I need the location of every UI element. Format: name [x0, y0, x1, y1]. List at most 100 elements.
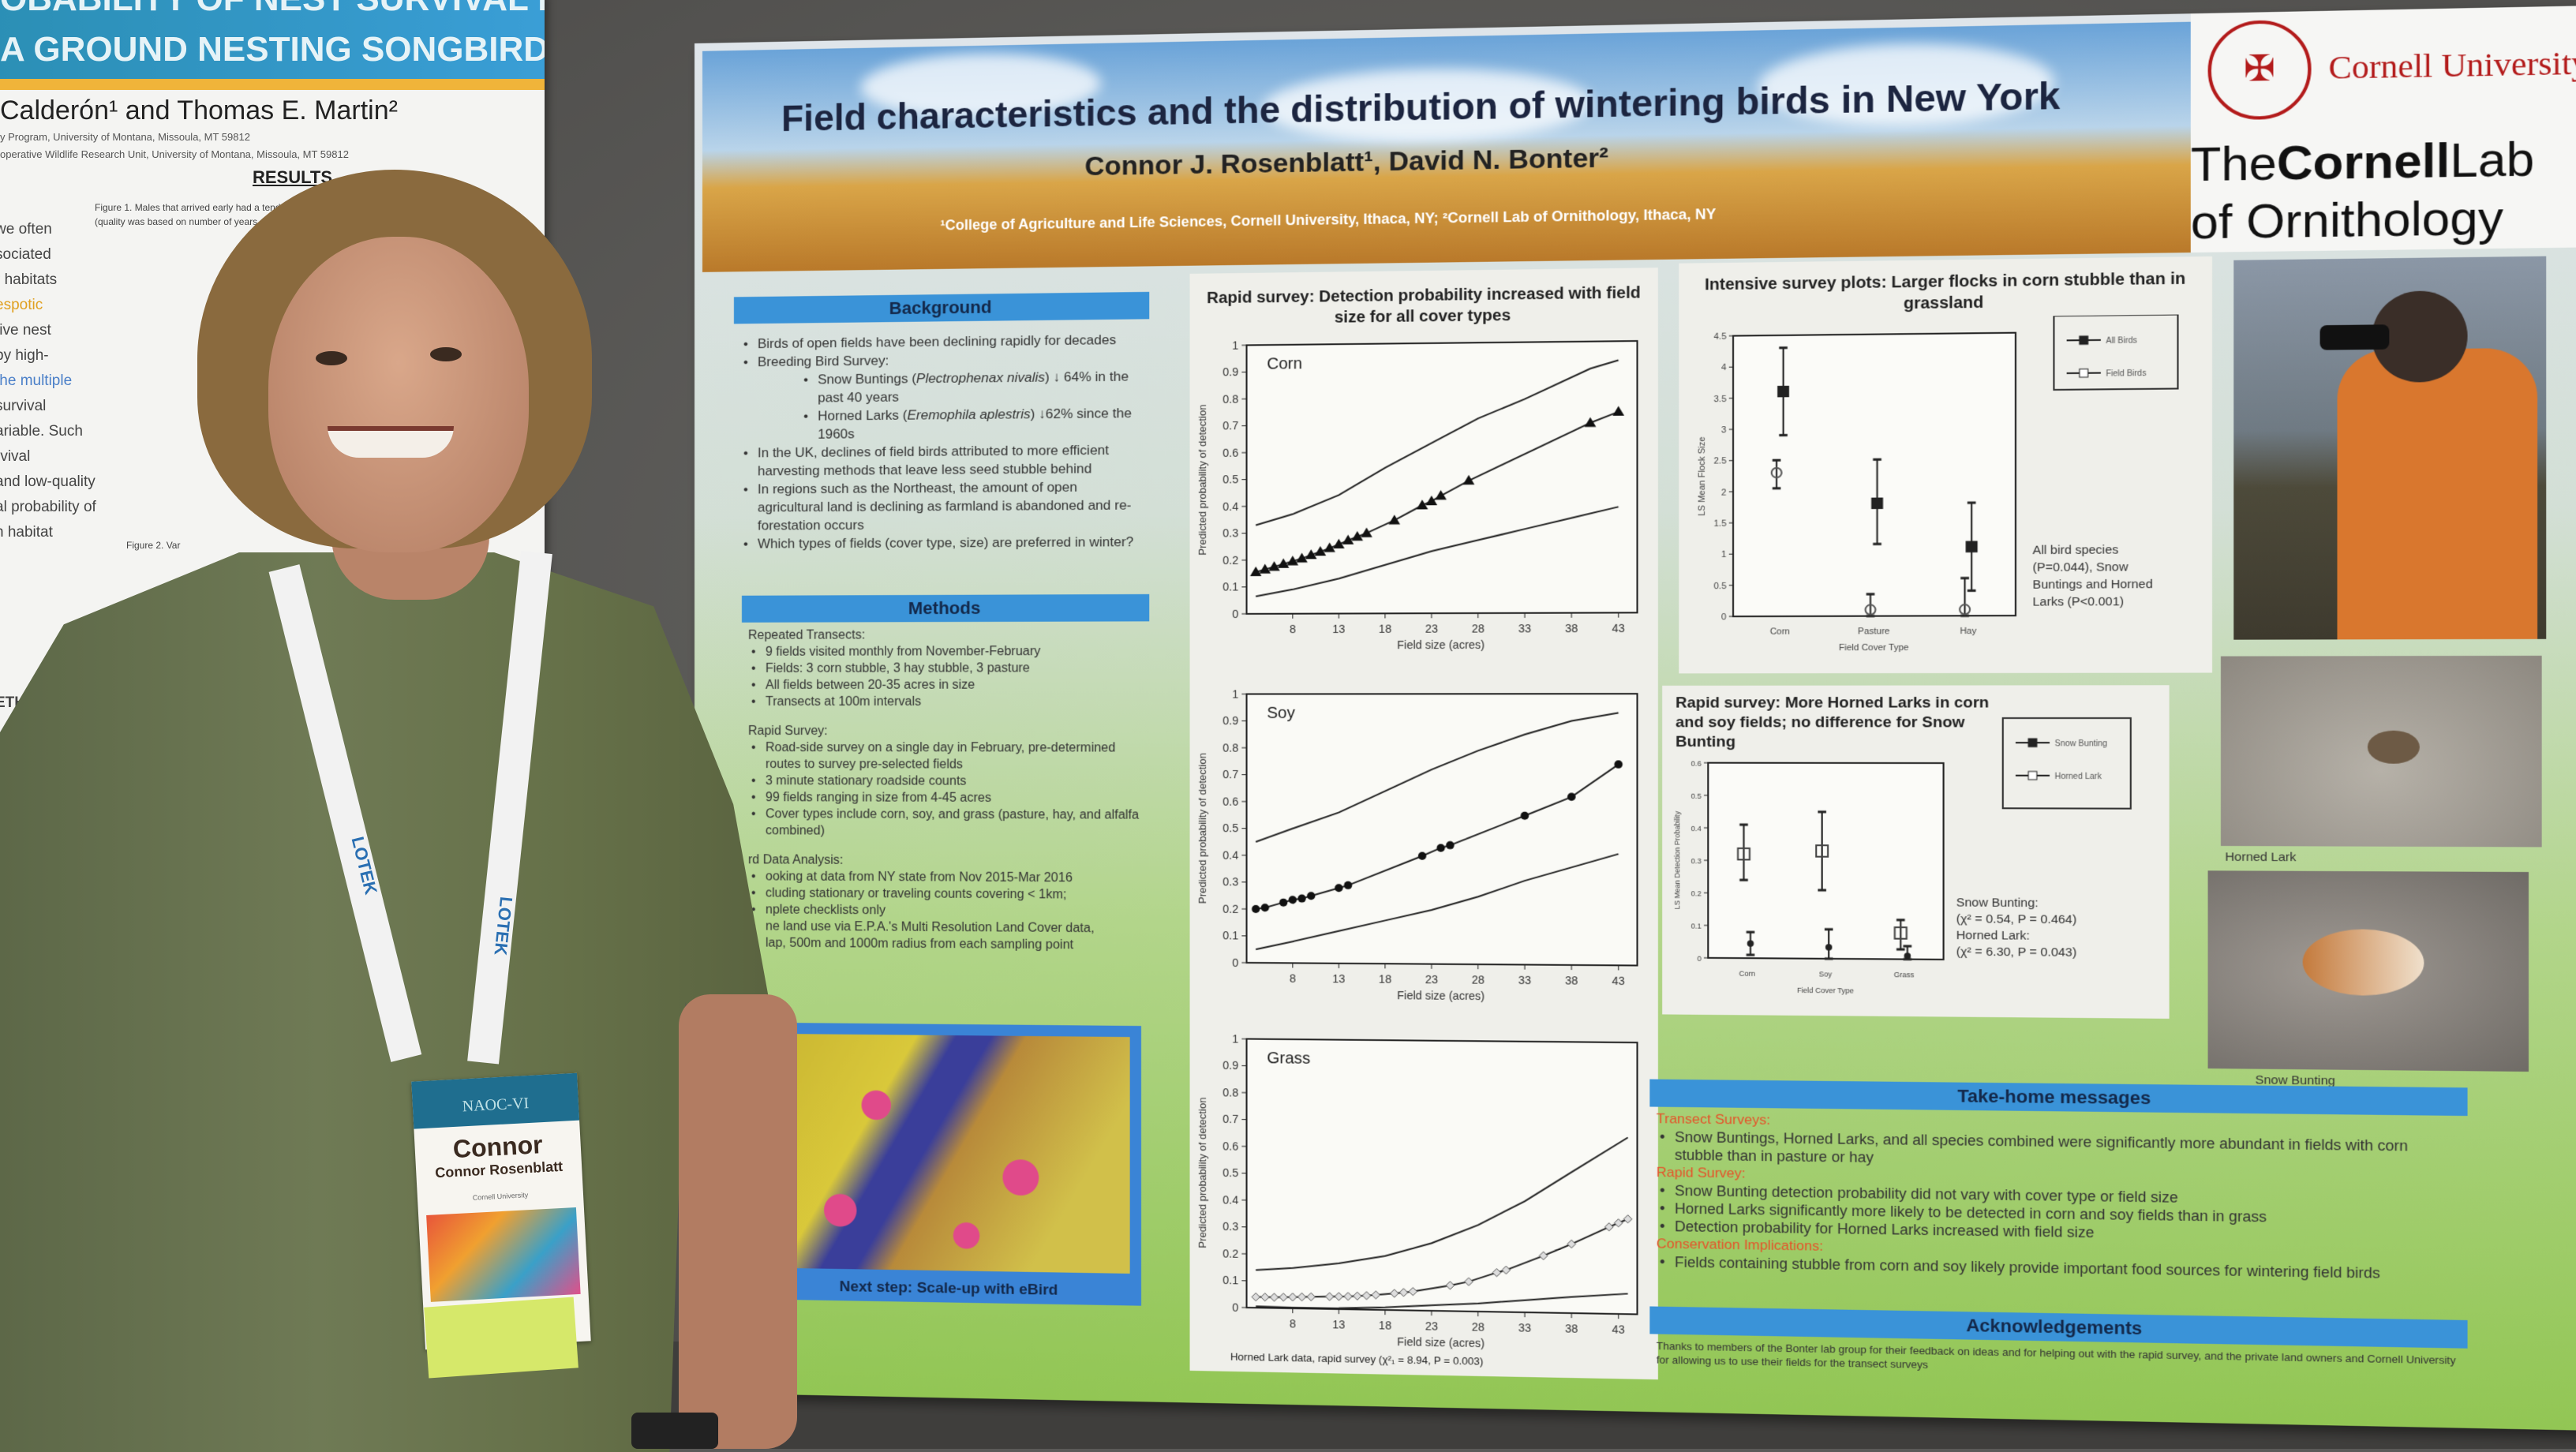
data-point: [1521, 812, 1529, 820]
badge-ribbon: [424, 1297, 578, 1378]
x-tick-label: Corn: [1770, 627, 1790, 636]
legend-box: [2003, 718, 2131, 809]
x-tick-label: 43: [1612, 622, 1626, 634]
x-tick-label: Corn: [1739, 970, 1755, 978]
x-axis-label: Field Cover Type: [1797, 986, 1854, 995]
y-tick-label: 1: [1232, 339, 1238, 351]
badge-affiliation: Cornell University: [417, 1188, 583, 1205]
data-point: [1436, 844, 1444, 851]
data-point: [1904, 952, 1911, 959]
y-tick-label: 0.6: [1222, 795, 1238, 807]
logo-the: The: [2191, 137, 2277, 192]
detection-charts-panel: Rapid survey: Detection probability incr…: [1190, 268, 1658, 1379]
takehome-body: Transect Surveys:Snow Buntings, Horned L…: [1649, 1107, 2467, 1284]
x-tick-label: 28: [1472, 973, 1485, 986]
x-axis-label: Field size (acres): [1397, 1335, 1485, 1349]
poster-authors: Connor J. Rosenblatt¹, David N. Bonter²: [1084, 143, 1608, 182]
y-tick-label: 0.9: [1222, 365, 1238, 378]
legend-label: Snow Bunting: [2055, 739, 2108, 749]
logo-cornell: Cornell: [2277, 134, 2450, 191]
left-eye: [316, 351, 347, 365]
y-tick-label: 0.7: [1222, 1113, 1238, 1126]
y-axis-label: Predicted probability of detection: [1196, 753, 1208, 904]
chart-annotation-line: Buntings and Horned: [2032, 578, 2152, 592]
cornell-seal-logo: ✠: [2208, 20, 2312, 121]
legend-label: Horned Lark: [2055, 773, 2102, 782]
x-tick-label: 33: [1518, 622, 1532, 634]
plot-frame: [1247, 694, 1638, 965]
legend-label: Field Birds: [2106, 369, 2146, 379]
y-tick-label: 0.9: [1222, 1059, 1238, 1072]
x-tick-label: 18: [1379, 623, 1391, 635]
y-axis-label: Predicted probability of detection: [1196, 1097, 1208, 1248]
x-tick-label: 43: [1612, 1323, 1626, 1336]
panel-label: Corn: [1267, 355, 1302, 373]
badge-event: NAOC-VI: [411, 1073, 579, 1129]
x-tick-label: 8: [1290, 623, 1296, 635]
legend-marker: [2028, 739, 2037, 747]
y-tick-label: 0.7: [1222, 768, 1238, 780]
y-tick-label: 3.5: [1713, 395, 1726, 405]
y-tick-label: 0.6: [1691, 759, 1702, 767]
y-tick-label: 1: [1232, 1032, 1238, 1045]
y-tick-label: 0.7: [1222, 419, 1238, 432]
poster-affiliations: ¹College of Agriculture and Life Science…: [940, 206, 1716, 234]
horned-lark-label: Horned Lark: [2225, 850, 2296, 864]
y-tick-label: 2: [1721, 488, 1726, 497]
data-point: [1344, 881, 1352, 889]
data-point: [1279, 899, 1287, 907]
y-tick-label: 0.8: [1222, 1086, 1238, 1098]
chart-annotation-line: All bird species: [2032, 543, 2118, 557]
right-eye: [430, 347, 462, 361]
cornell-university-wordmark: Cornell University: [2329, 43, 2576, 87]
species-name: Eremophila aplestris: [907, 406, 1030, 423]
y-tick-label: 0.1: [1222, 581, 1238, 593]
data-point: [1252, 905, 1260, 913]
data-point: [1871, 498, 1883, 510]
x-tick-label: 23: [1425, 973, 1438, 986]
y-tick-label: 0.3: [1222, 876, 1238, 889]
y-tick-label: 0.5: [1222, 822, 1238, 835]
panel-label: Soy: [1267, 705, 1295, 722]
x-tick-label: 13: [1332, 623, 1345, 635]
data-point: [1335, 884, 1342, 892]
research-poster: Field characteristics and the distributi…: [695, 5, 2576, 1431]
species-name: Plectrophenax nivalis: [916, 369, 1045, 386]
legend-marker: [2080, 336, 2088, 345]
y-tick-label: 1: [1721, 550, 1726, 559]
data-point: [1289, 896, 1297, 904]
y-axis-label: LS Mean Detection Probability: [1673, 810, 1682, 909]
y-tick-label: 0.9: [1222, 714, 1238, 727]
presenter-person: LOTEK LOTEK NAOC-VI Connor Connor Rosenb…: [0, 0, 868, 1449]
plot-frame: [1247, 341, 1638, 614]
y-tick-label: 4: [1721, 363, 1726, 372]
smile: [328, 426, 454, 458]
y-tick-label: 0.6: [1222, 447, 1238, 459]
face: [268, 237, 529, 552]
legend-label: All Birds: [2106, 336, 2137, 346]
y-tick-label: 0: [1232, 956, 1238, 969]
plot-frame: [1733, 333, 2016, 617]
x-tick-label: 8: [1290, 1317, 1296, 1330]
legend-marker: [2080, 369, 2088, 378]
y-tick-label: 0.6: [1222, 1140, 1238, 1153]
chart-annotation-line: Snow Bunting:: [1956, 896, 2039, 910]
badge-artwork: [426, 1207, 580, 1302]
x-tick-label: 18: [1379, 972, 1391, 985]
acknowledgements-section: Acknowledgements Thanks to members of th…: [1649, 1306, 2467, 1387]
x-tick-label: 23: [1425, 1319, 1438, 1333]
y-axis-label: Predicted probability of detection: [1196, 404, 1208, 555]
x-tick-label: 33: [1518, 1321, 1532, 1334]
y-tick-label: 1.5: [1713, 519, 1726, 529]
x-tick-label: 23: [1425, 622, 1438, 634]
legend-marker: [2028, 772, 2037, 780]
y-tick-label: 0.1: [1222, 1274, 1238, 1287]
y-tick-label: 0.2: [1222, 554, 1238, 567]
y-tick-label: 0.1: [1691, 922, 1702, 930]
y-tick-label: 0: [1698, 955, 1702, 963]
y-tick-label: 0: [1232, 1301, 1238, 1314]
chart-annotation-line: Horned Lark:: [1956, 929, 2030, 943]
data-point: [1747, 940, 1754, 946]
x-tick-label: Grass: [1894, 971, 1915, 979]
